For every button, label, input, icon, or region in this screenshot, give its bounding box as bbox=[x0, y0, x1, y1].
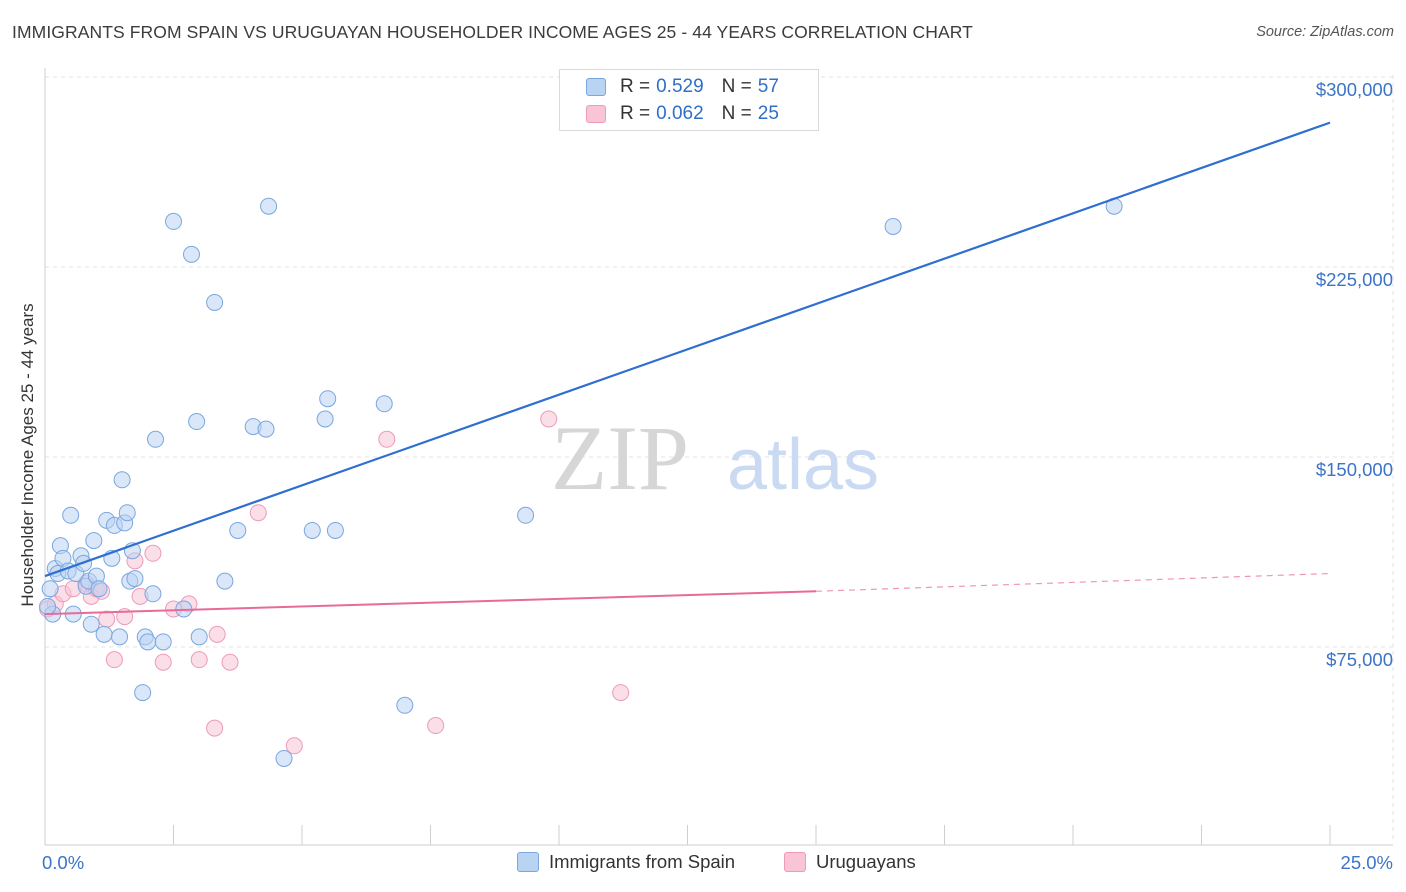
legend-r-label: R = bbox=[620, 103, 651, 124]
point-spain bbox=[144, 585, 162, 603]
bottom-legend-label-spain: Immigrants from Spain bbox=[549, 851, 736, 872]
source-label: Source: ZipAtlas.com bbox=[1256, 24, 1394, 40]
bottom-legend-swatch-spain bbox=[517, 852, 539, 872]
point-spain bbox=[326, 521, 344, 539]
point-spain bbox=[82, 615, 100, 633]
point-spain bbox=[126, 570, 144, 588]
x-tick-label-max: 25.0% bbox=[1341, 852, 1393, 873]
point-spain bbox=[190, 628, 208, 646]
point-spain bbox=[182, 245, 200, 263]
point-spain bbox=[375, 395, 393, 413]
point-uruguayans bbox=[249, 504, 267, 522]
point-spain bbox=[85, 532, 103, 550]
gridlines bbox=[45, 75, 1394, 841]
legend: R = 0.529 N = 57 R = 0.062 N = 25 bbox=[559, 69, 819, 131]
point-uruguayans bbox=[427, 717, 445, 735]
y-tick-label: $300,000 bbox=[1316, 79, 1393, 100]
bottom-legend-spain: Immigrants from Spain bbox=[517, 851, 735, 873]
legend-n-value-spain: 57 bbox=[757, 76, 779, 97]
point-spain bbox=[139, 633, 157, 651]
point-spain bbox=[257, 420, 275, 438]
axes bbox=[44, 68, 1393, 846]
point-spain bbox=[260, 197, 278, 215]
point-uruguayans bbox=[540, 410, 558, 428]
legend-swatch-uruguayans bbox=[586, 105, 606, 123]
point-spain bbox=[303, 521, 321, 539]
legend-swatch-spain bbox=[586, 78, 606, 96]
y-axis-label: Householder Income Ages 25 - 44 years bbox=[18, 303, 37, 607]
legend-row-uruguayans: R = 0.062 N = 25 bbox=[586, 102, 779, 126]
y-tick-label: $150,000 bbox=[1316, 459, 1393, 480]
point-uruguayans bbox=[190, 651, 208, 669]
point-spain bbox=[275, 749, 293, 767]
point-spain bbox=[206, 293, 224, 311]
point-spain bbox=[95, 625, 113, 643]
point-spain bbox=[216, 572, 234, 590]
point-spain bbox=[111, 628, 129, 646]
point-spain bbox=[316, 410, 334, 428]
legend-n-label: N = bbox=[721, 103, 752, 124]
point-uruguayans bbox=[208, 625, 226, 643]
point-spain bbox=[90, 580, 108, 598]
trendline-uruguayans bbox=[44, 590, 817, 616]
legend-n-label: N = bbox=[721, 76, 752, 97]
point-spain bbox=[147, 430, 165, 448]
trendline-spain bbox=[44, 121, 1331, 578]
point-spain bbox=[134, 684, 152, 702]
point-spain bbox=[319, 390, 337, 408]
legend-r-label: R = bbox=[620, 76, 651, 97]
point-uruguayans bbox=[378, 430, 396, 448]
point-uruguayans bbox=[612, 684, 630, 702]
point-uruguayans bbox=[98, 610, 116, 628]
trendline-uruguayans-extension bbox=[815, 572, 1331, 592]
chart-title: IMMIGRANTS FROM SPAIN VS URUGUAYAN HOUSE… bbox=[12, 22, 973, 42]
y-tick-label: $75,000 bbox=[1326, 649, 1393, 670]
point-uruguayans bbox=[154, 653, 172, 671]
point-spain bbox=[188, 413, 206, 431]
point-uruguayans bbox=[206, 719, 224, 737]
point-spain bbox=[165, 212, 182, 230]
point-spain bbox=[154, 633, 172, 651]
point-spain bbox=[229, 521, 247, 539]
y-tick-label: $225,000 bbox=[1316, 269, 1393, 290]
point-spain bbox=[517, 506, 535, 524]
legend-n-value-uruguayans: 25 bbox=[757, 103, 779, 124]
watermark-zip: ZIP bbox=[551, 407, 689, 509]
point-spain bbox=[884, 217, 902, 235]
point-uruguayans bbox=[144, 544, 162, 562]
legend-r-value-spain: 0.529 bbox=[656, 76, 704, 97]
point-spain bbox=[39, 597, 57, 615]
point-spain bbox=[41, 580, 59, 598]
point-uruguayans bbox=[105, 651, 123, 669]
watermark-atlas: atlas bbox=[727, 425, 879, 505]
point-spain bbox=[118, 504, 136, 522]
bottom-legend-label-uruguayans: Uruguayans bbox=[816, 851, 916, 872]
bottom-legend-swatch-uruguayans bbox=[784, 852, 806, 872]
legend-row-spain: R = 0.529 N = 57 bbox=[586, 75, 779, 99]
tick-labels: $75,000 $150,000 $225,000 $300,000 0.0% 25.0% bbox=[42, 79, 1393, 873]
x-tick-label-min: 0.0% bbox=[42, 852, 84, 873]
point-uruguayans bbox=[221, 653, 239, 671]
point-spain bbox=[396, 696, 414, 714]
bottom-legend-uruguayans: Uruguayans bbox=[784, 851, 916, 873]
point-spain bbox=[113, 471, 131, 489]
point-uruguayans bbox=[285, 737, 303, 755]
legend-r-value-uruguayans: 0.062 bbox=[656, 103, 704, 124]
point-spain bbox=[62, 506, 80, 524]
spain-points bbox=[39, 197, 1123, 767]
trendlines bbox=[44, 121, 1331, 616]
